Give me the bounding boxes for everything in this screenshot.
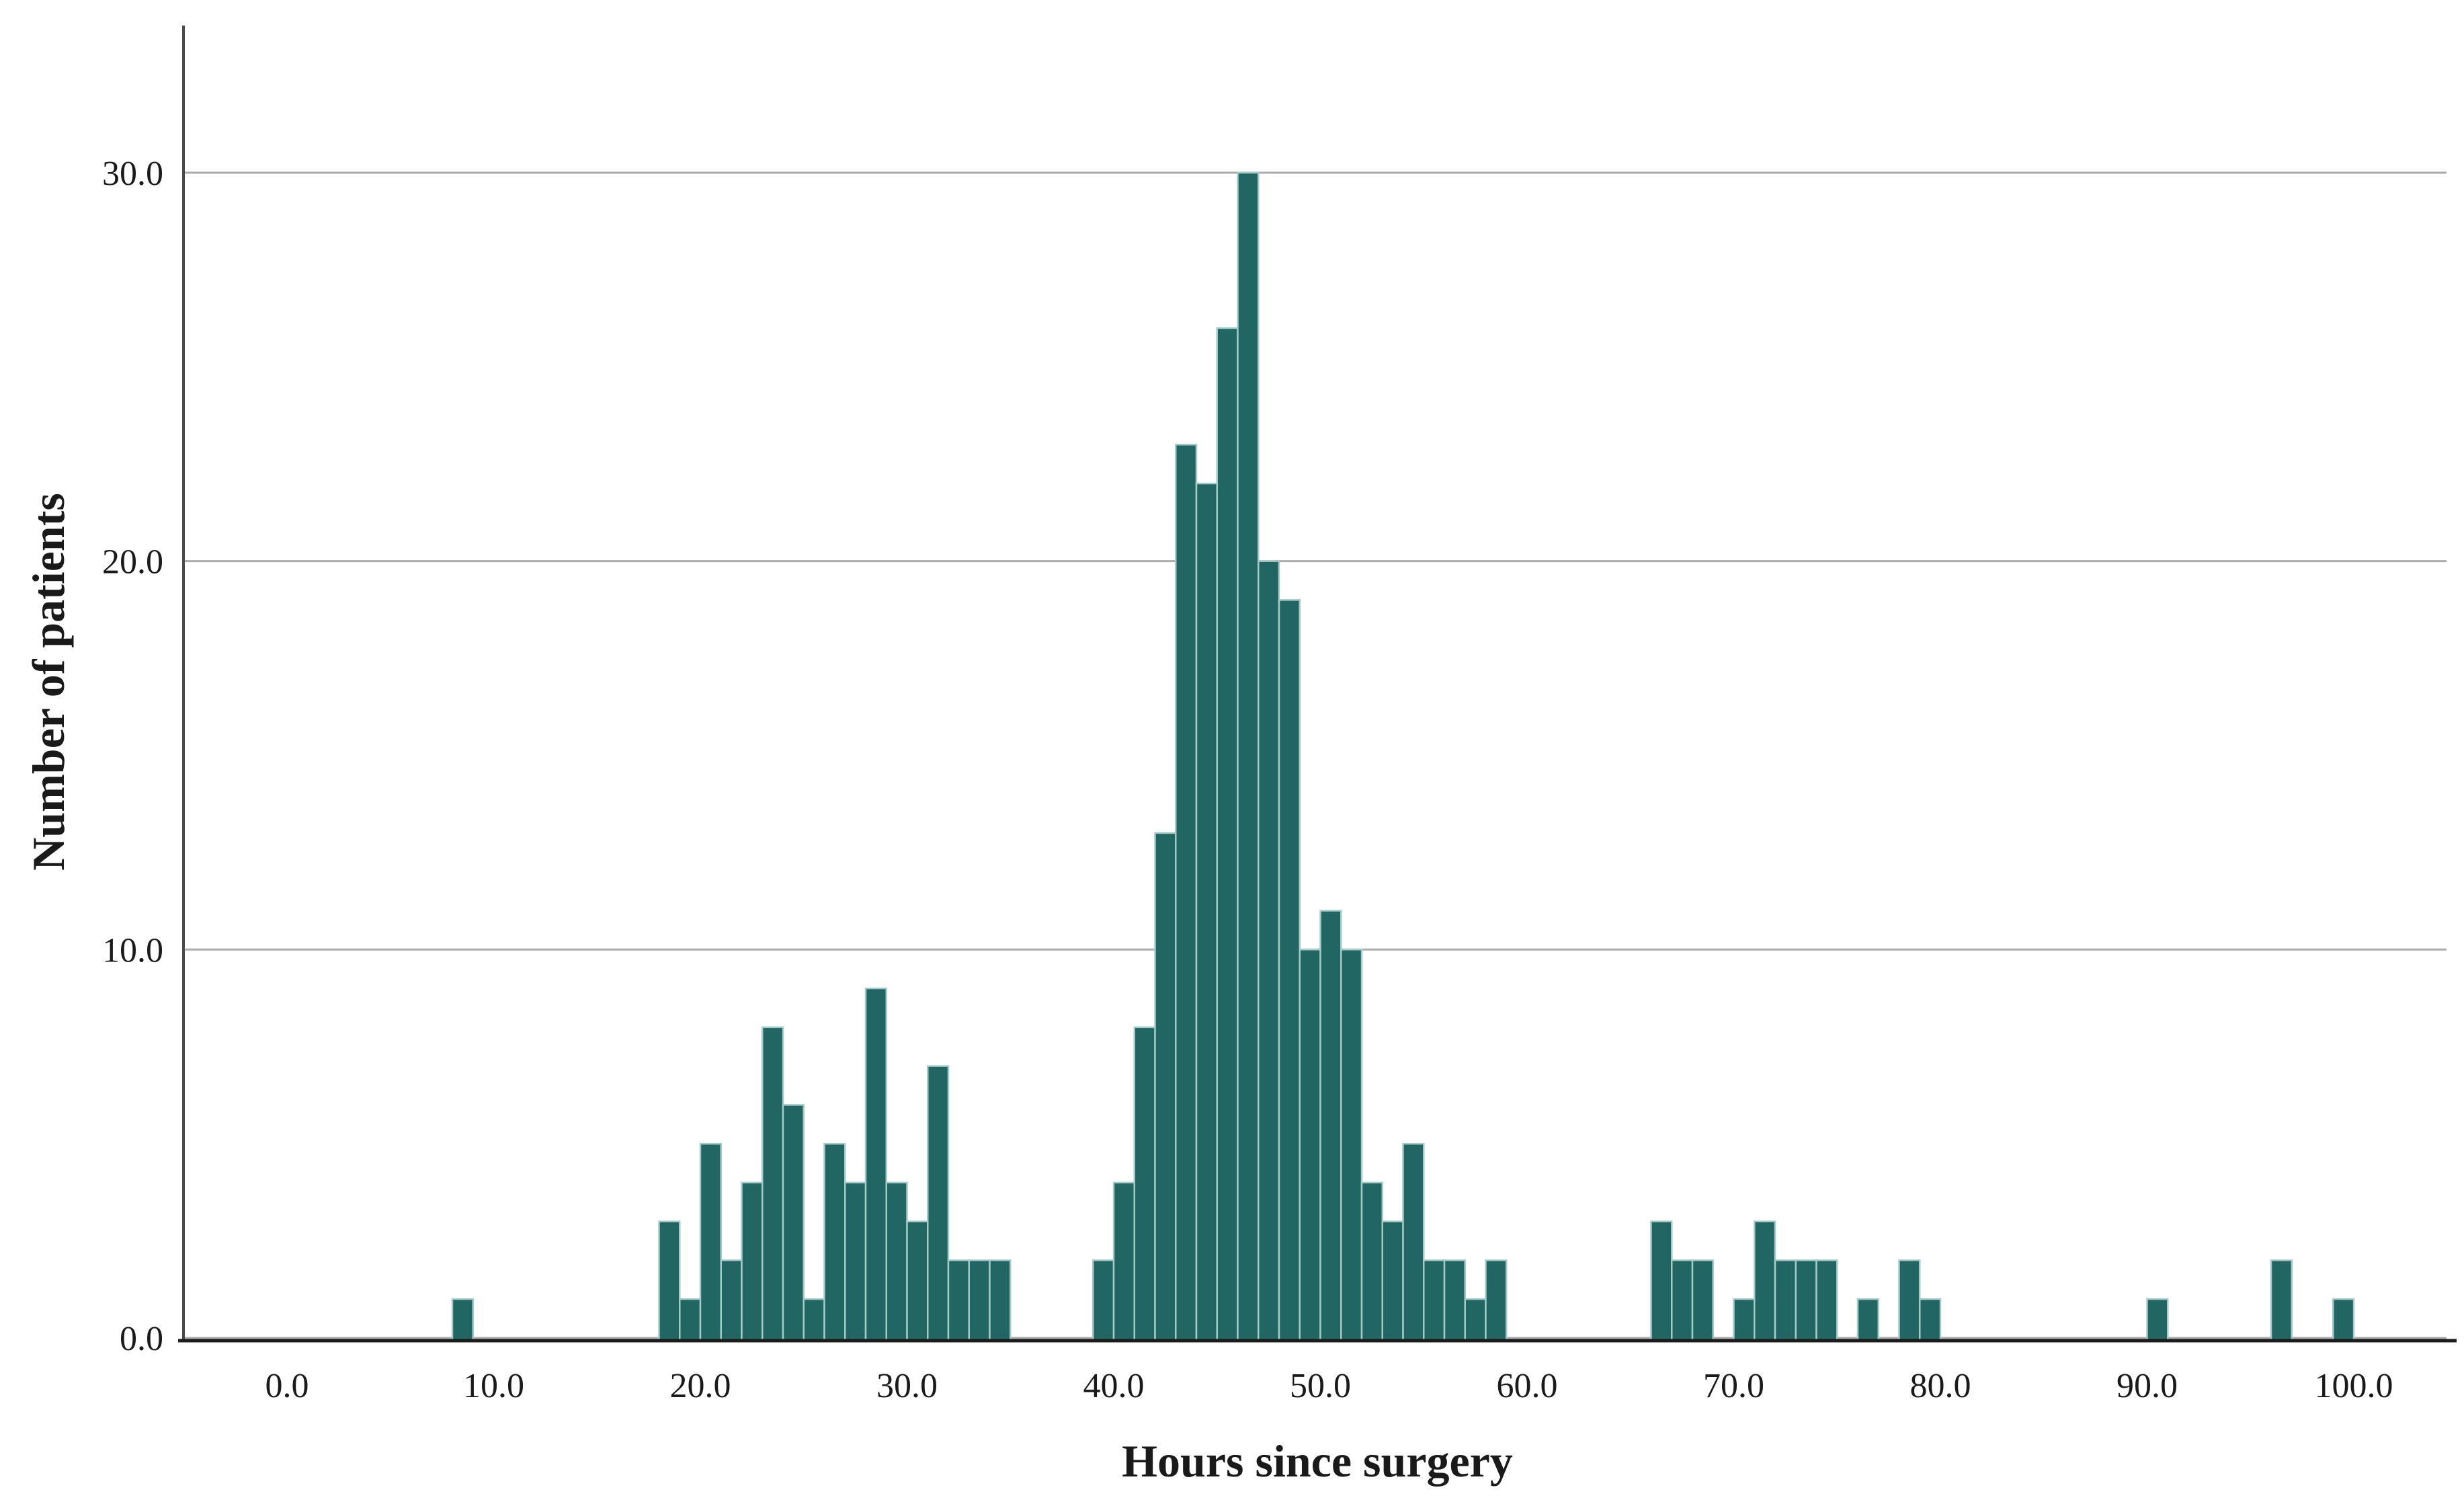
x-tick-label-40.0: 40.0 <box>1083 1367 1145 1405</box>
histogram-bar-h20 <box>699 1142 722 1341</box>
x-tick-label-50.0: 50.0 <box>1290 1367 1351 1405</box>
y-axis-title: Number of patients <box>23 493 74 871</box>
histogram-bar-h18 <box>658 1220 681 1341</box>
histogram-bar-h70 <box>1733 1298 1756 1341</box>
y-tick-label-0.0: 0.0 <box>120 1320 163 1358</box>
histogram-bar-h24 <box>782 1104 805 1341</box>
histogram-bar-h66 <box>1650 1220 1673 1341</box>
histogram-bar-h57 <box>1464 1298 1487 1341</box>
histogram-bar-h53 <box>1381 1220 1404 1341</box>
x-tick-label-90.0: 90.0 <box>2117 1367 2178 1405</box>
bars-layer <box>451 171 2355 1341</box>
histogram-bar-h74 <box>1815 1259 1838 1341</box>
histogram-bar-h67 <box>1671 1259 1694 1341</box>
histogram-bar-h51 <box>1340 949 1363 1341</box>
histogram-bar-h78 <box>1898 1259 1921 1341</box>
histogram-bar-h27 <box>844 1181 867 1341</box>
histogram-bar-h8 <box>451 1298 474 1341</box>
histogram-bar-h22 <box>741 1181 764 1341</box>
x-tick-label-80.0: 80.0 <box>1910 1367 1971 1405</box>
histogram-bar-h32 <box>947 1259 970 1341</box>
histogram-bar-h46 <box>1237 171 1260 1341</box>
histogram-bar-h31 <box>927 1065 950 1341</box>
histogram-bar-h68 <box>1691 1259 1714 1341</box>
histogram-bar-h40 <box>1112 1181 1135 1341</box>
histogram-bar-h26 <box>823 1142 846 1341</box>
histogram-bar-h56 <box>1443 1259 1466 1341</box>
axes-layer <box>178 26 2457 1343</box>
tick-labels-layer: 0.0 10.0 20.0 30.0 0.0 10.0 20.0 30.0 40.0 50.0 60… <box>102 155 2393 1405</box>
x-tick-label-60.0: 60.0 <box>1497 1367 1558 1405</box>
x-axis-title: Hours since surgery <box>1122 1435 1513 1487</box>
histogram-bar-h55 <box>1423 1259 1446 1341</box>
histogram-bar-h29 <box>885 1181 908 1341</box>
histogram-bar-h48 <box>1278 599 1301 1341</box>
histogram-bar-h25 <box>803 1298 825 1341</box>
histogram-bar-h79 <box>1919 1298 1942 1341</box>
histogram-bar-h23 <box>762 1026 784 1341</box>
histogram-bar-h44 <box>1195 482 1218 1341</box>
histogram-bar-h49 <box>1299 949 1321 1341</box>
x-tick-label-70.0: 70.0 <box>1703 1367 1764 1405</box>
histogram-bar-h42 <box>1154 832 1177 1341</box>
y-tick-label-20.0: 20.0 <box>102 543 163 582</box>
histogram-bar-h19 <box>679 1298 702 1341</box>
x-tick-label-100.0: 100.0 <box>2315 1367 2393 1405</box>
histogram-bar-h28 <box>864 987 887 1341</box>
histogram-bar-h47 <box>1258 560 1280 1341</box>
histogram-bar-h73 <box>1795 1259 1817 1341</box>
x-tick-label-0.0: 0.0 <box>265 1367 309 1405</box>
histogram-bar-h72 <box>1774 1259 1797 1341</box>
histogram-bar-h71 <box>1754 1220 1776 1341</box>
x-tick-label-10.0: 10.0 <box>463 1367 524 1405</box>
histogram-bar-h54 <box>1402 1142 1425 1341</box>
histogram-bar-h52 <box>1360 1181 1383 1341</box>
histogram-bar-h41 <box>1133 1026 1156 1341</box>
histogram-bar-h90 <box>2146 1298 2169 1341</box>
x-tick-label-20.0: 20.0 <box>670 1367 731 1405</box>
histogram-bar-h45 <box>1216 327 1239 1341</box>
histogram-bar-h96 <box>2270 1259 2293 1341</box>
histogram-bar-h21 <box>720 1259 743 1341</box>
y-tick-label-10.0: 10.0 <box>102 931 163 970</box>
histogram-bar-h76 <box>1856 1298 1879 1341</box>
histogram-bar-h33 <box>968 1259 991 1341</box>
histogram-bar-h34 <box>989 1259 1012 1341</box>
histogram-bar-h30 <box>906 1220 929 1341</box>
histogram-bar-h39 <box>1092 1259 1115 1341</box>
x-tick-label-30.0: 30.0 <box>876 1367 938 1405</box>
y-tick-label-30.0: 30.0 <box>102 155 163 193</box>
histogram-bar-h43 <box>1175 444 1198 1341</box>
histogram-bar-h58 <box>1485 1259 1508 1341</box>
histogram-bar-h99 <box>2332 1298 2355 1341</box>
histogram-bar-h50 <box>1319 910 1342 1341</box>
